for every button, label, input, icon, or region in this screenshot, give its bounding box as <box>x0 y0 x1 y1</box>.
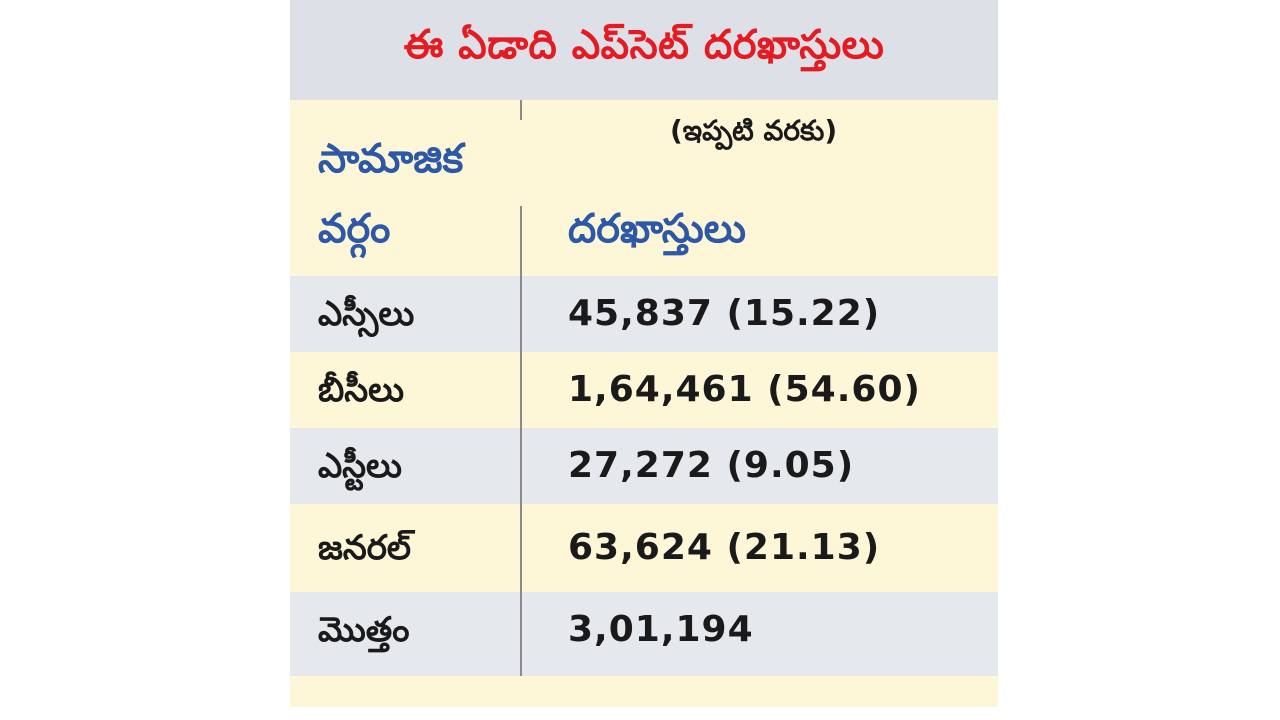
row-count: 63,624 (21.13) <box>568 527 881 568</box>
table-title: ఈ ఏడాది ఎప్‌సెట్ దరఖాస్తులు <box>403 22 885 68</box>
table-row: బీసీలు 1,64,461 (54.60) <box>290 352 998 428</box>
as-of-subtitle: (ఇప్పటి వరకు) <box>670 114 838 147</box>
column-divider <box>520 206 522 676</box>
table-row-total: మొత్తం 3,01,194 <box>290 592 998 676</box>
footer-band <box>290 676 998 707</box>
row-count: 1,64,461 (54.60) <box>568 369 921 410</box>
table-row: ఎస్టీలు 27,272 (9.05) <box>290 428 998 504</box>
column-divider-top <box>520 100 522 120</box>
table-row: ఎస్సీలు 45,837 (15.22) <box>290 276 998 352</box>
category-header-line2: వర్గం <box>318 206 391 252</box>
row-category: బీసీలు <box>318 370 404 410</box>
row-category: ఎస్టీలు <box>318 446 402 486</box>
row-category: మొత్తం <box>318 610 410 650</box>
applications-table-card: ఈ ఏడాది ఎప్‌సెట్ దరఖాస్తులు (ఇప్పటి వరకు… <box>290 0 998 707</box>
row-category: జనరల్ <box>318 528 411 568</box>
applications-header: దరఖాస్తులు <box>568 206 746 252</box>
category-header-line1: సామాజిక <box>318 136 464 182</box>
row-category: ఎస్సీలు <box>318 294 415 334</box>
title-band: ఈ ఏడాది ఎప్‌సెట్ దరఖాస్తులు <box>290 0 998 100</box>
row-count: 45,837 (15.22) <box>568 293 881 334</box>
header-band: (ఇప్పటి వరకు) సామాజిక వర్గం దరఖాస్తులు <box>290 100 998 276</box>
row-count: 27,272 (9.05) <box>568 445 855 486</box>
table-row: జనరల్ 63,624 (21.13) <box>290 510 998 586</box>
row-count: 3,01,194 <box>568 609 754 650</box>
